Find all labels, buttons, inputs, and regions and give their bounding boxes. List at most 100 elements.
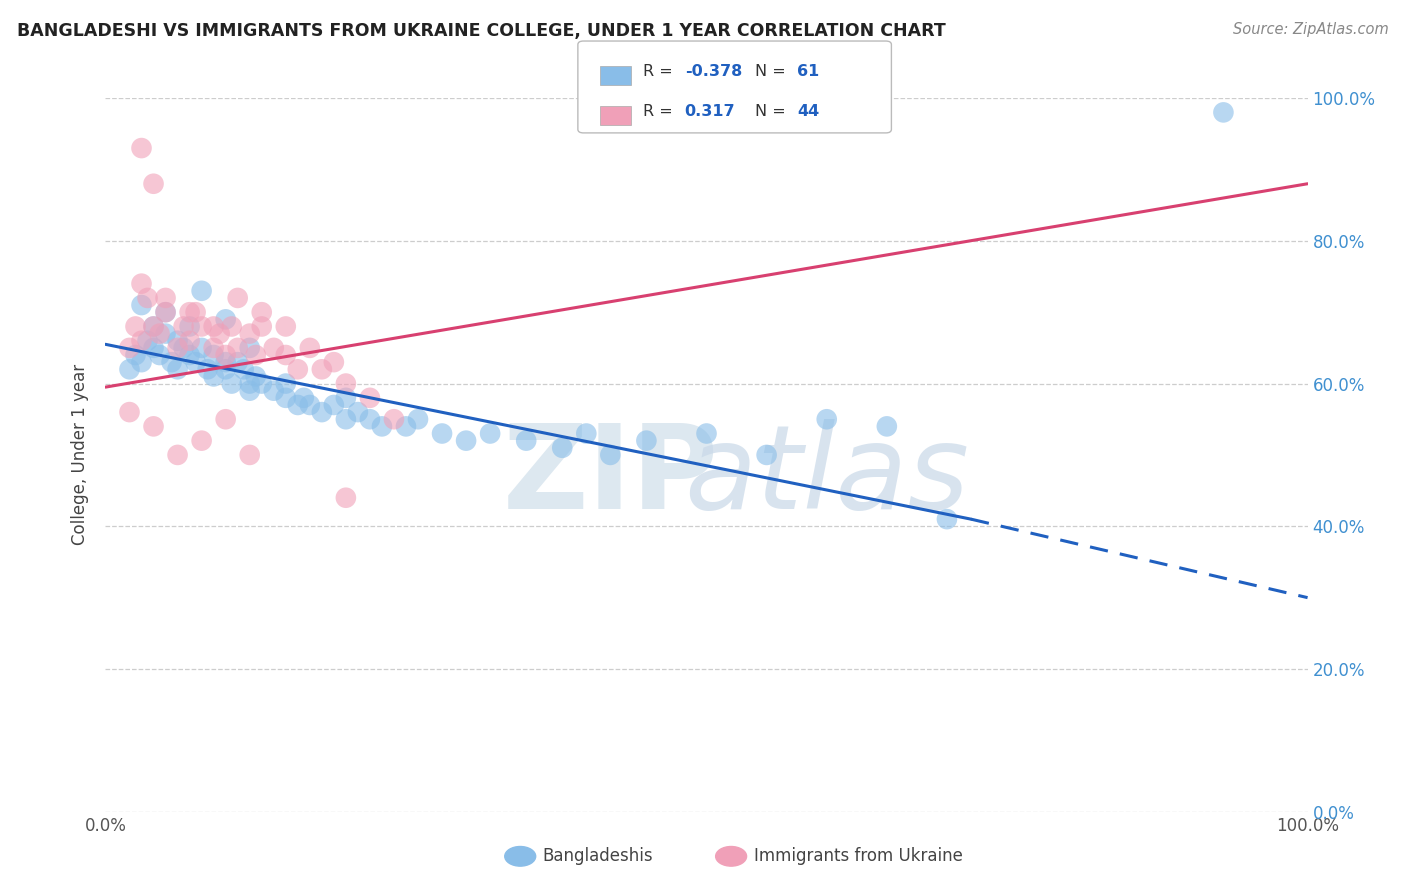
Point (179, 305, 201, 319)
Point (208, 326, 231, 341)
Point (179, 334, 201, 348)
Point (696, 426, 718, 441)
Point (274, 348, 297, 362)
Point (250, 376, 273, 391)
Text: R =: R = (643, 104, 678, 119)
Point (298, 341, 321, 355)
Point (335, 391, 357, 405)
Text: ZIP: ZIP (502, 419, 718, 533)
Text: N =: N = (755, 64, 792, 78)
Point (382, 412, 405, 426)
Point (124, 348, 146, 362)
Point (202, 369, 225, 384)
Point (1212, 105, 1234, 120)
Point (214, 348, 236, 362)
Point (335, 491, 357, 505)
Point (118, 405, 141, 419)
Point (190, 434, 212, 448)
Point (226, 341, 249, 355)
Point (599, 448, 621, 462)
Point (214, 355, 236, 369)
Point (311, 405, 333, 419)
Point (287, 362, 309, 376)
Point (166, 448, 188, 462)
Point (263, 384, 285, 398)
Point (406, 412, 429, 426)
Text: Immigrants from Ukraine: Immigrants from Ukraine (754, 847, 963, 865)
Point (250, 305, 273, 319)
Point (239, 376, 262, 391)
Point (190, 341, 212, 355)
Point (250, 319, 273, 334)
Point (142, 319, 165, 334)
Text: 0.317: 0.317 (685, 104, 735, 119)
Point (173, 319, 195, 334)
Point (479, 426, 502, 441)
Point (322, 355, 344, 369)
Point (202, 319, 225, 334)
Y-axis label: College, Under 1 year: College, Under 1 year (72, 364, 90, 546)
Point (166, 341, 188, 355)
Point (214, 362, 236, 376)
Point (239, 326, 262, 341)
Point (184, 305, 207, 319)
Text: Source: ZipAtlas.com: Source: ZipAtlas.com (1233, 22, 1389, 37)
Point (148, 326, 170, 341)
Point (575, 426, 598, 441)
Point (131, 355, 153, 369)
Point (131, 298, 153, 312)
Point (226, 355, 249, 369)
Point (815, 412, 838, 426)
Point (160, 355, 183, 369)
Point (292, 391, 315, 405)
Text: R =: R = (643, 64, 678, 78)
Point (136, 291, 159, 305)
Point (155, 291, 177, 305)
Point (936, 512, 959, 526)
Text: 61: 61 (797, 64, 820, 78)
Point (239, 448, 262, 462)
Point (755, 448, 778, 462)
Point (221, 376, 243, 391)
Point (287, 398, 309, 412)
Text: -0.378: -0.378 (685, 64, 742, 78)
Point (274, 319, 297, 334)
Point (155, 305, 177, 319)
Point (142, 419, 165, 434)
Point (551, 441, 574, 455)
Point (190, 319, 212, 334)
Point (214, 312, 236, 326)
Point (274, 391, 297, 405)
Point (263, 341, 285, 355)
Point (876, 419, 898, 434)
Point (197, 362, 219, 376)
Point (311, 362, 333, 376)
Point (226, 291, 249, 305)
Point (430, 426, 453, 441)
Text: 44: 44 (797, 104, 820, 119)
Point (202, 341, 225, 355)
Point (131, 141, 153, 155)
Point (124, 319, 146, 334)
Point (335, 412, 357, 426)
Point (636, 434, 658, 448)
Point (232, 362, 254, 376)
Text: atlas: atlas (685, 419, 969, 533)
Point (322, 398, 344, 412)
Point (179, 348, 201, 362)
Point (136, 334, 159, 348)
Point (179, 319, 201, 334)
Point (166, 362, 188, 376)
Point (221, 319, 243, 334)
Point (131, 334, 153, 348)
Point (347, 405, 370, 419)
Point (118, 362, 141, 376)
Point (148, 348, 170, 362)
Point (214, 412, 236, 426)
Point (166, 334, 188, 348)
Point (190, 284, 212, 298)
Point (118, 341, 141, 355)
Point (184, 355, 207, 369)
Text: BANGLADESHI VS IMMIGRANTS FROM UKRAINE COLLEGE, UNDER 1 YEAR CORRELATION CHART: BANGLADESHI VS IMMIGRANTS FROM UKRAINE C… (17, 22, 946, 40)
Point (202, 348, 225, 362)
